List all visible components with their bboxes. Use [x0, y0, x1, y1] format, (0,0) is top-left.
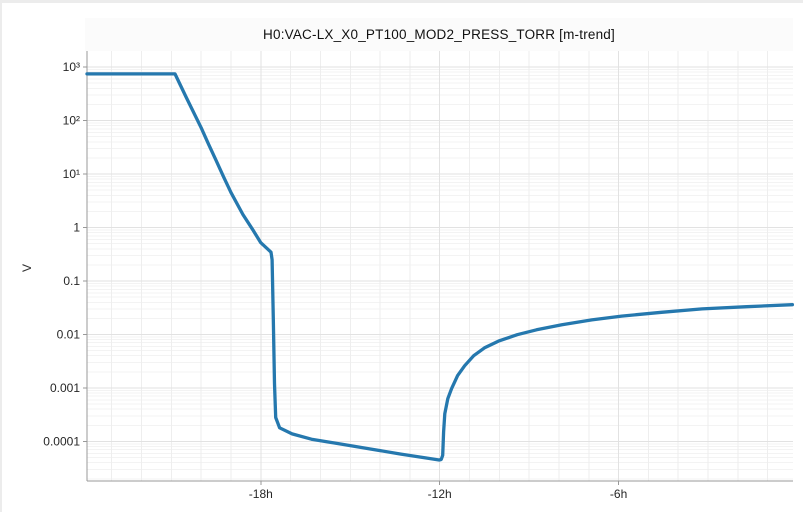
y-tick-label: 0.001 — [50, 381, 80, 395]
y-tick-label: 0.01 — [57, 327, 81, 341]
y-tick-label: 1 — [73, 220, 80, 234]
y-tick-label: 10¹ — [63, 167, 80, 181]
x-tick-label: -6h — [610, 487, 627, 501]
chart-title: H0:VAC-LX_X0_PT100_MOD2_PRESS_TORR [m-tr… — [263, 27, 615, 42]
y-tick-label: 0.0001 — [43, 434, 80, 448]
plot-area[interactable]: 10³ 10² 10¹ 1 0.1 0.01 0.001 0.0001 -18h -12h -6h — [2, 3, 803, 512]
y-tick-label: 0.1 — [63, 274, 80, 288]
title-band — [85, 18, 793, 51]
pressure-trend-line — [85, 72, 795, 462]
y-tick-label: 10² — [63, 114, 80, 128]
x-tick-label: -18h — [249, 487, 273, 501]
x-tick-label: -12h — [428, 487, 452, 501]
y-tick-label: 10³ — [63, 60, 80, 74]
